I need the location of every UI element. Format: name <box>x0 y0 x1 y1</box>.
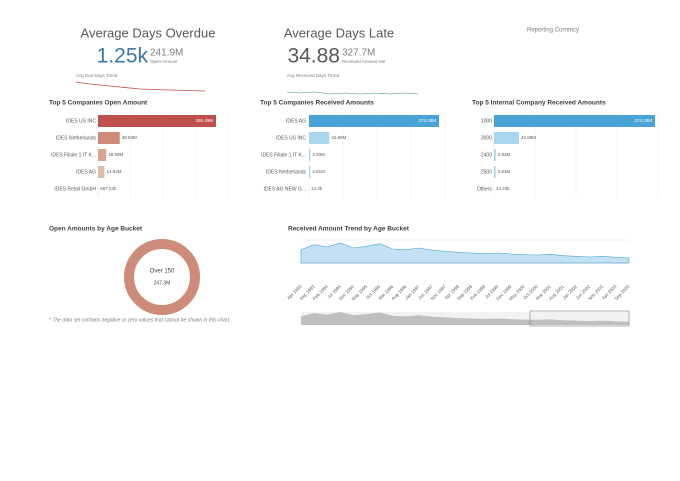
value-label: 48.93M <box>122 135 137 140</box>
bar <box>494 115 655 127</box>
category-label: IDES Retail GmbH <box>54 186 96 192</box>
kpi-trend-label: Avg Received Days Trend <box>287 73 339 78</box>
value-label: 14.3k <box>311 186 323 191</box>
category-label: IDES AG <box>286 118 306 124</box>
area <box>300 242 630 264</box>
bar <box>98 149 107 161</box>
value-label: 687.23k <box>100 186 117 191</box>
category-label: IDES AG NEW G... <box>263 186 306 192</box>
bar <box>494 149 496 161</box>
kpi-secondary-label: Received Amount Net <box>342 59 386 64</box>
bar <box>309 166 311 178</box>
value-label: 2.81M <box>498 169 511 174</box>
chart-note: * The data set contains negative or zero… <box>49 317 231 323</box>
category-label: IDES Netherlands <box>56 135 97 141</box>
donut-segment <box>124 239 200 315</box>
overview-area <box>301 312 629 325</box>
kpi-secondary-value: 327.7M <box>342 48 375 59</box>
segment-label: Over 150 <box>150 269 175 275</box>
value-label: 18.59M <box>108 152 123 157</box>
value-label: 274.28M <box>634 118 652 123</box>
category-label: 2400 <box>481 152 492 158</box>
chart-title: Top 5 Internal Company Received Amounts <box>472 100 606 107</box>
bar <box>309 132 330 144</box>
category-label: IDES Filiale 1 IT K... <box>261 152 306 158</box>
kpi-title: Average Days Late <box>284 25 394 40</box>
kpi-secondary-label: Open Amount <box>150 59 178 64</box>
bar <box>98 115 216 127</box>
value-label: 274.28M <box>418 118 436 123</box>
chart-title: Open Amounts by Age Bucket <box>49 226 143 233</box>
bar <box>494 132 520 144</box>
value-label: 42.69M <box>331 135 346 140</box>
kpi-secondary-value: 241.9M <box>150 48 183 59</box>
bar <box>309 115 439 127</box>
value-label: 265.49M <box>195 118 213 123</box>
bar <box>98 166 105 178</box>
chart-title: Top 5 Companies Received Amounts <box>260 100 374 107</box>
chart-title: Received Amount Trend by Age Bucket <box>288 226 410 233</box>
category-label: IDES US INC <box>66 118 96 124</box>
value-label: 2.81M <box>312 169 325 174</box>
value-label: 2.93M <box>312 152 325 157</box>
category-label: 2500 <box>481 169 492 175</box>
overview-window[interactable] <box>529 310 630 327</box>
category-label: IDES Filiale 1 IT K... <box>51 152 96 158</box>
category-label: 3000 <box>481 135 492 141</box>
category-label: IDES Netherlands <box>266 169 307 175</box>
kpi-value: 1.25k <box>97 45 149 68</box>
bar <box>98 132 120 144</box>
category-label: 1000 <box>481 118 492 124</box>
bar <box>309 149 311 161</box>
bar <box>494 166 496 178</box>
category-label: IDES AG <box>76 169 96 175</box>
x-tick-label: Feb 1994 <box>312 284 329 301</box>
x-tick-label: Feb 1999 <box>469 284 486 301</box>
category-label: Others <box>477 186 493 192</box>
value-label: 42.69M <box>521 135 536 140</box>
value-label: 24.23k <box>496 186 510 191</box>
kpi-sparkline <box>75 81 206 92</box>
chart-title: Top 5 Companies Open Amount <box>49 100 148 107</box>
kpi-trend-label: Avg Due Days Trend <box>76 73 118 78</box>
value-label: 2.93M <box>498 152 511 157</box>
reporting-currency: Reporting Currency <box>527 28 579 34</box>
kpi-sparkline <box>286 91 419 95</box>
segment-value: 247.3M <box>154 280 171 286</box>
kpi-title: Average Days Overdue <box>81 25 216 40</box>
value-label: 14.52M <box>106 169 121 174</box>
category-label: IDES US INC <box>276 135 306 141</box>
kpi-value: 34.88 <box>287 45 340 68</box>
